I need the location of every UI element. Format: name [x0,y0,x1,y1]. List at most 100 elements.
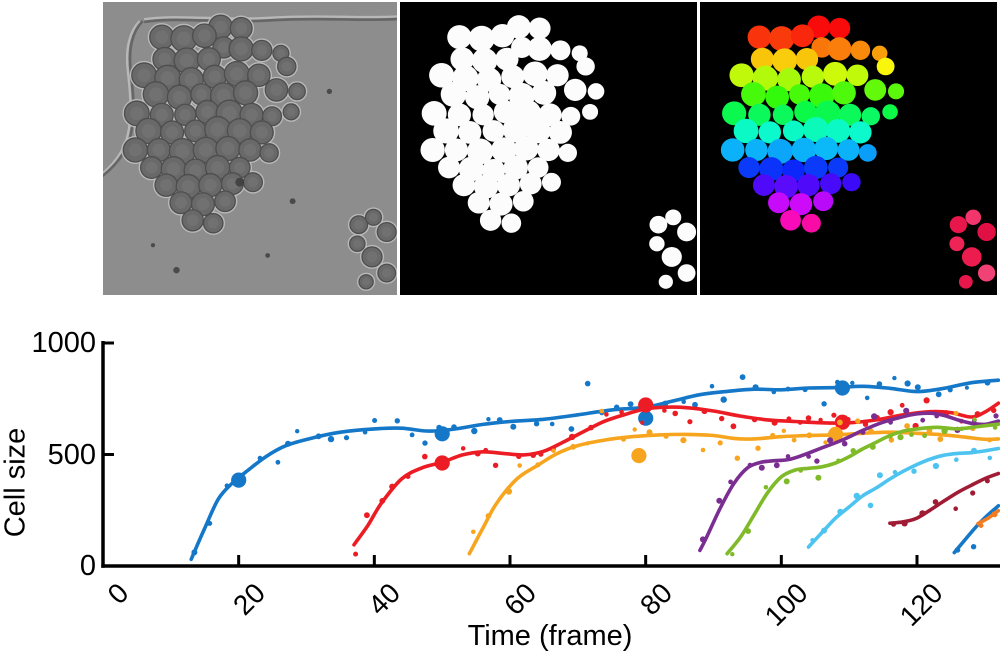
growth-curve [725,422,1000,556]
scatter-dot [823,440,828,445]
scatter-dot [831,412,837,418]
scatter-dot [887,409,894,416]
scatter-dot [510,423,517,430]
scatter-dot [295,429,300,434]
scatter-dot [486,417,491,422]
scatter-dot [903,407,910,414]
growth-curve [806,446,1000,549]
scatter-dot [815,474,822,481]
scatter-dot [876,472,883,479]
scatter-dot [627,401,634,407]
scatter-dot [533,421,540,427]
scatter-dot [619,409,624,415]
scatter-dot [964,385,970,390]
scatter-dot [922,433,927,439]
scatter-dot [471,529,476,535]
scatter-dot [680,437,687,444]
scatter-dot [814,458,820,464]
scatter-dot [730,423,737,430]
scatter-dot [864,395,870,401]
phase-contrast-image [103,2,397,295]
scatter-dot [687,419,693,425]
highlighted-cell-marker [631,448,647,464]
axes [101,341,1000,568]
scatter-dot [327,435,335,443]
scatter-dot [871,413,878,420]
scatter-dot [343,435,350,441]
cell-track-8 [952,504,1000,555]
scatter-dot [716,497,723,504]
scatter-dot [850,380,855,386]
scatter-dot [841,440,848,447]
colored-segmentation-panel [700,2,997,295]
scatter-dot [935,391,942,398]
scatter-dot [911,468,917,474]
scatter-dot [517,463,522,468]
scatter-dot [932,499,939,505]
highlighted-cell-marker [834,380,851,396]
y-tick-label: 1000 [31,327,96,359]
binary-mask-image [400,2,697,295]
scatter-dot [372,418,378,423]
scatter-dot [394,418,400,424]
scatter-dot [937,436,944,442]
highlighted-cell-marker [434,426,450,442]
scatter-dot [837,419,843,426]
scatter-dot [409,432,415,438]
scatter-dot [728,479,733,485]
cell-track-9 [976,508,1000,528]
scatter-dot [892,375,897,381]
scatter-dot [993,413,999,419]
scatter-dot [920,417,926,423]
scatter-dot [904,423,910,429]
cell-track-1 [189,374,1000,562]
scatter-dot [720,396,727,403]
growth-curve [888,471,1000,525]
scatter-dot [719,415,725,422]
scatter-dot [781,428,786,433]
highlighted-cell-marker [434,455,450,471]
scatter-dot [914,384,921,391]
growth-curve [189,378,1000,562]
scatter-dot [471,427,478,435]
scatter-dot [897,434,904,441]
scatter-dot [953,410,959,416]
cell-track-7 [888,471,1000,527]
scatter-dot [700,447,706,453]
scatter-dot [805,415,812,421]
scatter-dot [662,408,667,413]
colored-segmentation-image [700,2,997,295]
scatter-dot [568,426,575,432]
y-tick-label: 500 [47,438,96,471]
scatter-dot [923,397,930,404]
growth-curve [976,508,1000,526]
scatter-dot [755,445,761,451]
scatter-dot [827,437,834,444]
scatter-dot [632,427,637,432]
y-axis-title: Cell size [0,427,32,538]
scatter-dot [584,380,591,387]
scatter-dot [904,380,911,387]
scatter-dot [739,374,746,380]
scatter-dot [640,420,645,425]
scatter-dot [422,453,428,460]
x-axis-title: Time (frame) [467,620,633,652]
scatter-dot [681,399,686,405]
scatter-dot [364,512,370,519]
cell-track-2 [352,397,1000,557]
highlighted-cell-marker [231,472,247,488]
scatter-dot [953,506,958,512]
scatter-dot [867,502,874,509]
scatter-dot [773,462,780,469]
scatter-dot [275,459,281,465]
scatter-dot [970,544,977,550]
scatter-dot [954,457,959,463]
scatter-dot [734,455,740,461]
scatter-dot [692,401,698,408]
scatter-dot [821,401,827,407]
scatter-dot [791,437,797,443]
phase-contrast-panel [103,2,397,295]
scatter-dot [783,478,790,485]
